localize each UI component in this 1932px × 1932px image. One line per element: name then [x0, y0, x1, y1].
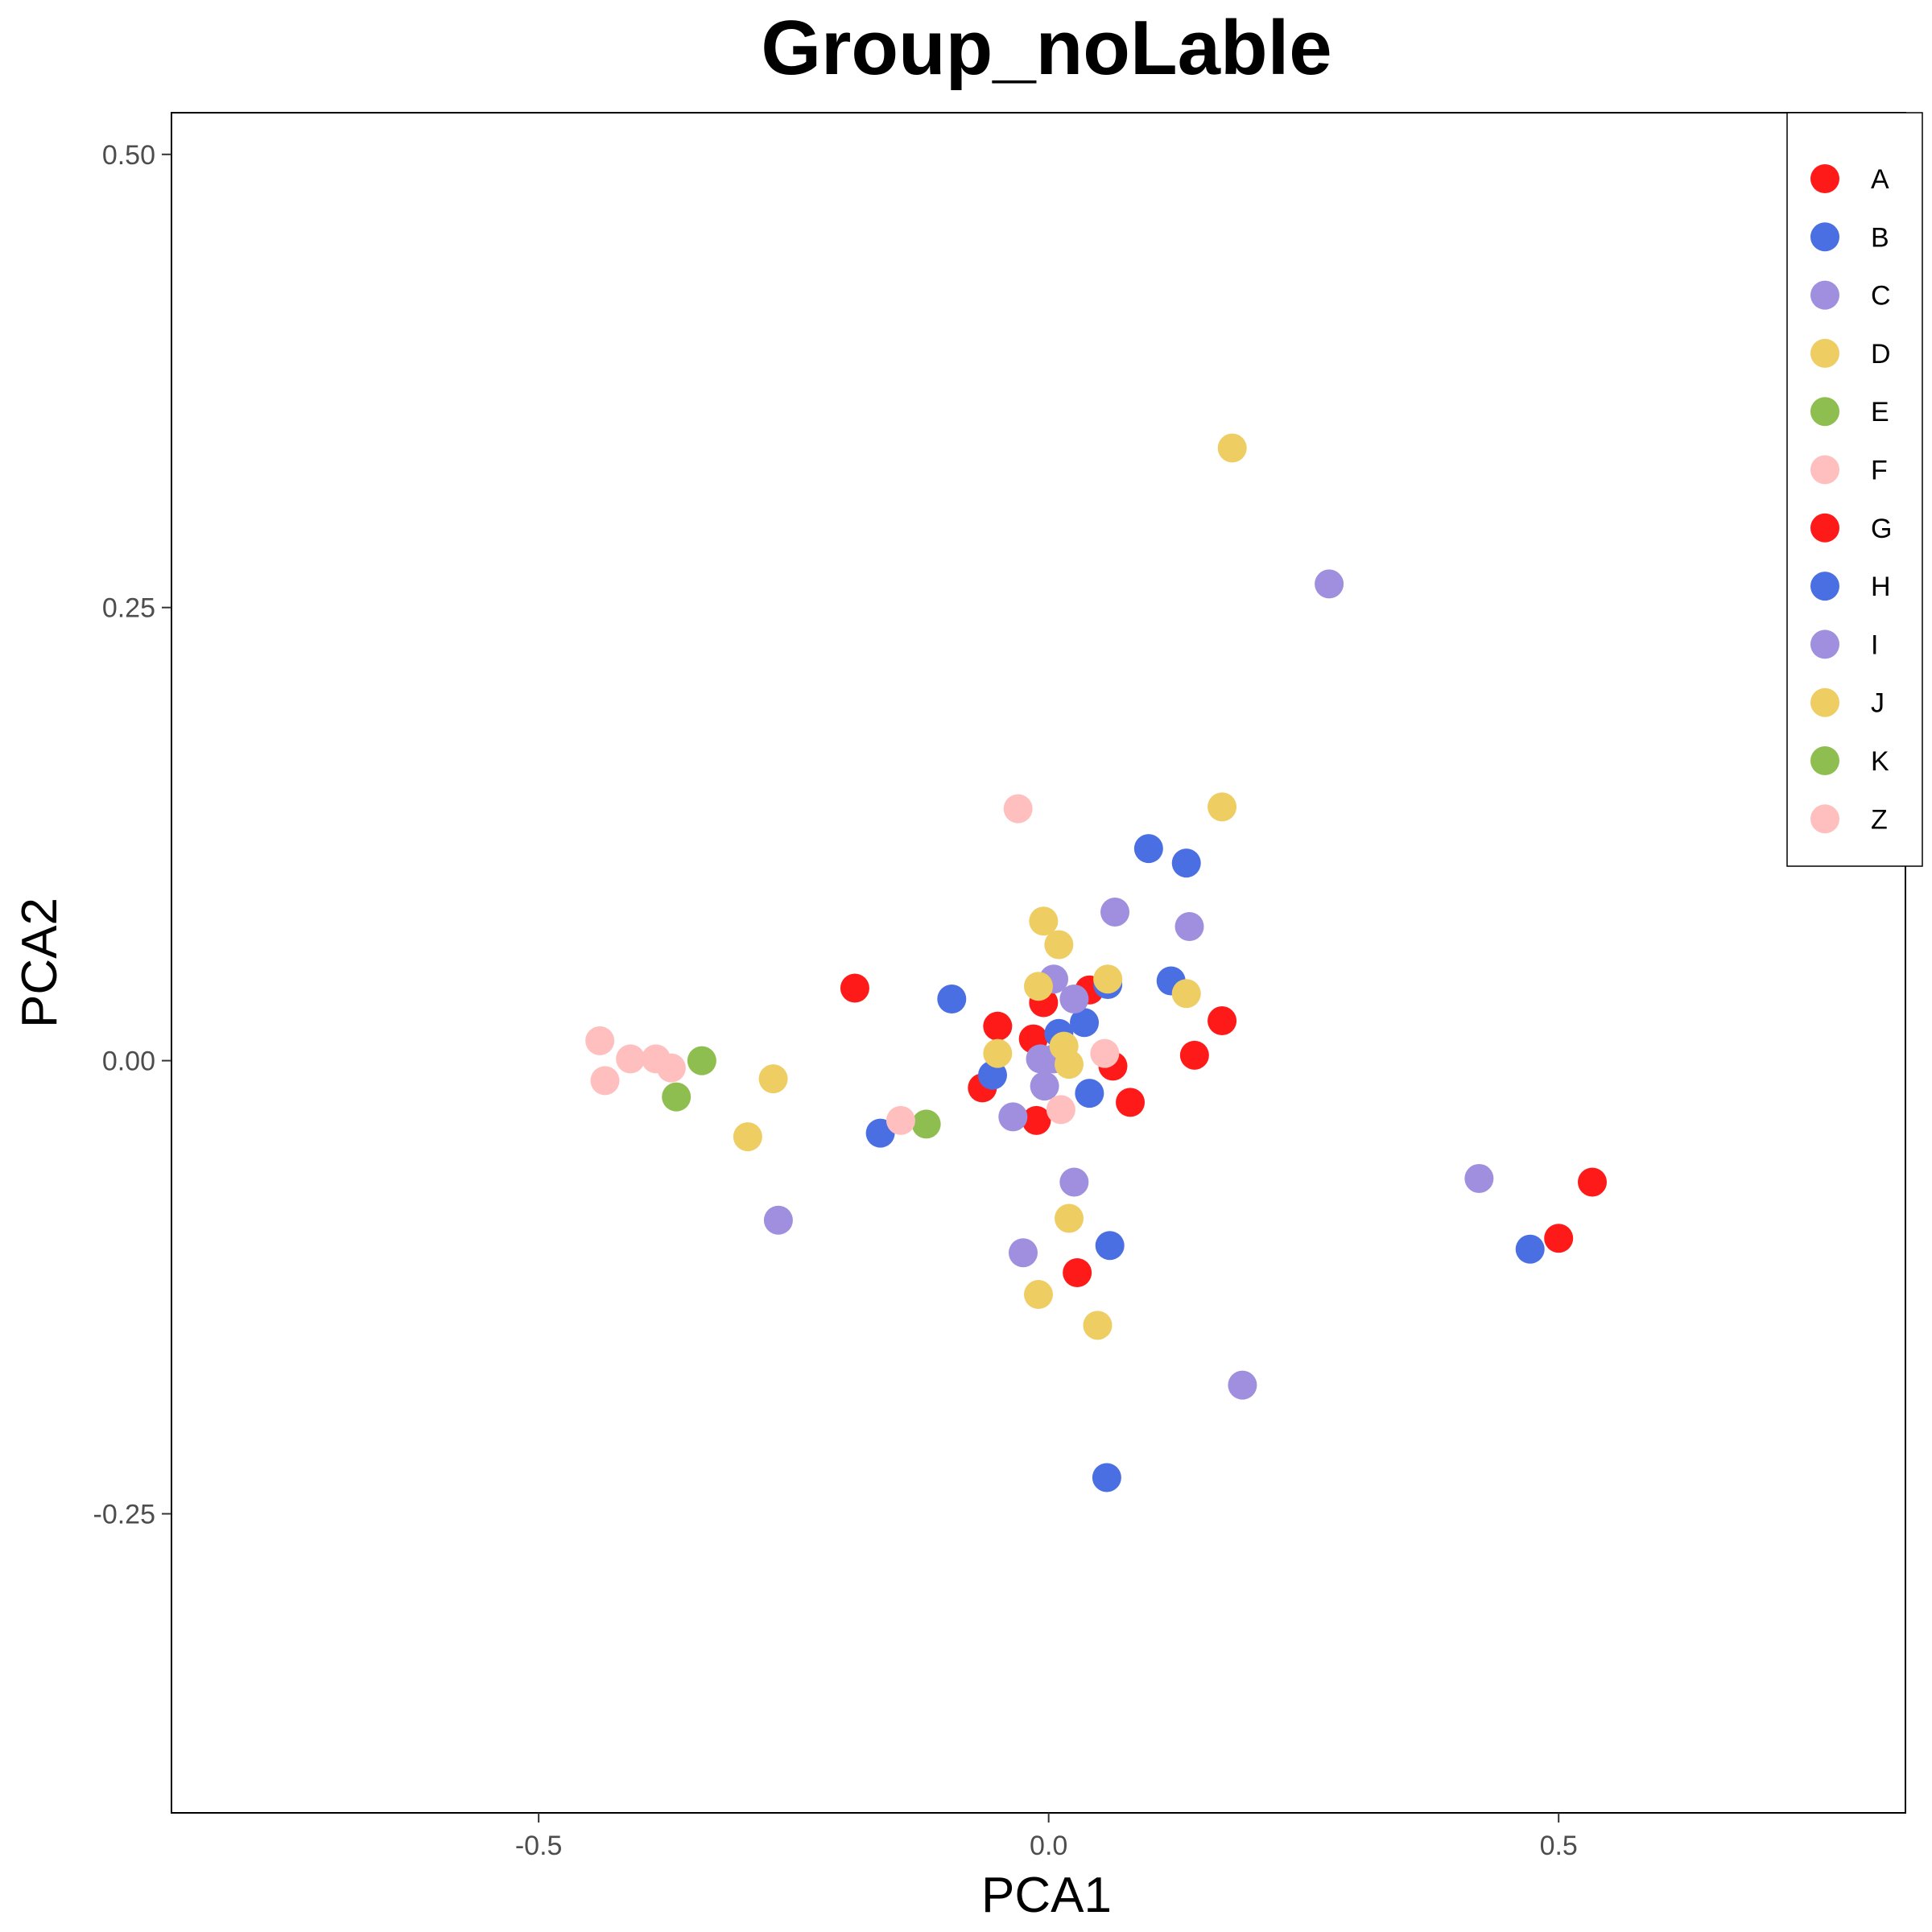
legend-label-z: Z	[1871, 804, 1888, 835]
data-point-b	[977, 1060, 1007, 1090]
x-tick-label: 0.5	[1540, 1831, 1578, 1861]
legend-key-d	[1810, 338, 1839, 368]
data-point-e	[662, 1082, 691, 1112]
data-point-a	[1544, 1224, 1574, 1253]
data-point-b	[1075, 1079, 1104, 1108]
data-point-a	[1578, 1167, 1608, 1197]
data-point-d	[1044, 930, 1074, 960]
data-point-f	[886, 1105, 915, 1135]
legend-key-a	[1810, 164, 1839, 193]
data-point-f	[1003, 794, 1033, 824]
data-point-c	[763, 1205, 793, 1235]
data-point-b	[1092, 1463, 1121, 1492]
data-point-d	[1208, 792, 1237, 822]
data-point-a	[1179, 1040, 1209, 1070]
plot-panel	[171, 112, 1906, 1814]
chart-title: Group_noLable	[761, 5, 1331, 91]
legend-key-i	[1810, 630, 1839, 659]
data-point-c	[1315, 569, 1344, 599]
x-axis: -0.5 0.0 0.5	[515, 1813, 1578, 1861]
y-axis: -0.25 0.00 0.25 0.50	[93, 140, 171, 1530]
data-point-c	[1100, 897, 1130, 927]
data-point-a	[1063, 1258, 1092, 1288]
legend-label-c: C	[1871, 281, 1891, 312]
x-tick-label: 0.0	[1030, 1831, 1067, 1861]
data-point-c	[1464, 1163, 1494, 1193]
data-point-d	[1217, 433, 1247, 463]
data-point-a	[1116, 1088, 1146, 1117]
data-point-e	[687, 1046, 716, 1075]
data-point-d	[758, 1064, 788, 1094]
data-point-e	[911, 1109, 941, 1139]
y-tick-label: 0.00	[102, 1046, 155, 1077]
legend-key-f	[1810, 455, 1839, 485]
data-point-f	[1046, 1095, 1075, 1125]
legend-key-e	[1810, 397, 1839, 427]
data-point-a	[1022, 1105, 1051, 1135]
legend-label-d: D	[1871, 339, 1891, 369]
legend-label-k: K	[1871, 746, 1889, 777]
legend-key-g	[1810, 513, 1839, 543]
legend-key-k	[1810, 746, 1839, 775]
data-point-c	[998, 1102, 1028, 1132]
data-point-b	[1515, 1234, 1545, 1264]
legend-key-h	[1810, 572, 1839, 601]
data-point-f	[590, 1066, 620, 1096]
legend-label-b: B	[1871, 222, 1889, 253]
x-axis-title: PCA1	[981, 1868, 1112, 1923]
legend-key-c	[1810, 280, 1839, 310]
data-point-f	[1090, 1038, 1120, 1068]
data-point-f	[616, 1044, 646, 1074]
data-point-d	[733, 1122, 762, 1152]
legend-key-b	[1810, 222, 1839, 252]
data-point-c	[1228, 1370, 1257, 1400]
legend-label-g: G	[1871, 514, 1892, 544]
data-point-c	[1059, 1167, 1089, 1197]
legend-label-a: A	[1871, 164, 1889, 195]
y-tick-label: -0.25	[93, 1499, 156, 1530]
data-point-d	[1029, 906, 1059, 936]
legend-label-j: J	[1871, 688, 1885, 719]
data-point-b	[937, 985, 967, 1014]
data-point-f	[585, 1026, 615, 1055]
legend-label-f: F	[1871, 456, 1888, 486]
data-point-d	[1083, 1311, 1113, 1340]
data-point-d	[1093, 964, 1123, 994]
data-point-d	[1171, 979, 1201, 1009]
data-point-a	[1208, 1006, 1237, 1036]
y-tick-label: 0.25	[102, 593, 155, 624]
data-point-c	[1174, 911, 1204, 941]
data-point-c	[1059, 985, 1089, 1014]
data-point-b	[1171, 848, 1201, 878]
y-tick-label: 0.50	[102, 140, 155, 171]
data-point-d	[1055, 1050, 1084, 1080]
data-point-c	[1030, 1071, 1059, 1101]
x-tick-label: -0.5	[515, 1831, 563, 1861]
data-point-a	[840, 973, 869, 1003]
legend-label-e: E	[1871, 397, 1889, 427]
legend-key-z	[1810, 804, 1839, 834]
legend-label-h: H	[1871, 572, 1891, 602]
data-point-c	[1008, 1238, 1038, 1268]
data-point-d	[983, 1038, 1013, 1068]
y-axis-title: PCA2	[12, 898, 68, 1028]
data-point-a	[983, 1011, 1013, 1041]
data-point-d	[1024, 972, 1053, 1001]
data-points	[585, 433, 1608, 1492]
data-point-d	[1024, 1280, 1053, 1310]
legend-box	[1786, 112, 1923, 867]
data-point-d	[1055, 1203, 1084, 1233]
data-point-b	[1133, 834, 1163, 864]
legend-key-j	[1810, 687, 1839, 717]
data-point-b	[1070, 1008, 1100, 1038]
data-point-f	[656, 1053, 686, 1083]
legend-label-i: I	[1871, 630, 1878, 660]
data-point-b	[1095, 1231, 1125, 1261]
